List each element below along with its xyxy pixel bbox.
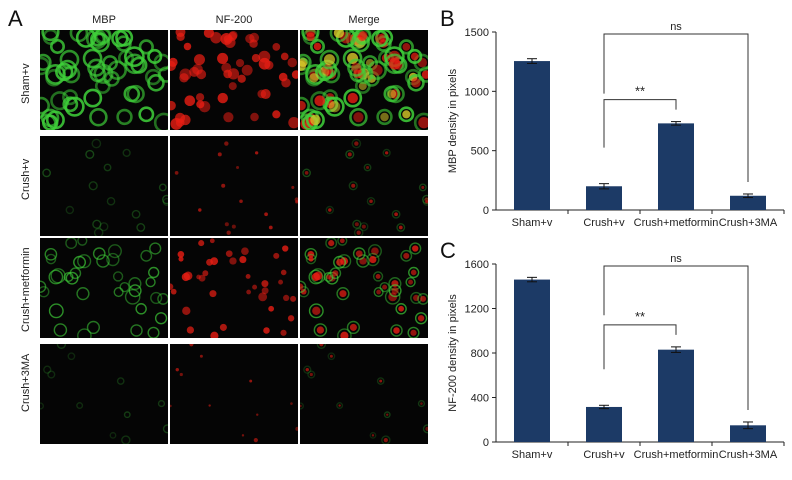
nf200-chart-bar [514, 279, 550, 442]
nf200-chart-bar [586, 406, 622, 442]
panel-b-letter: B [440, 6, 455, 31]
nf200-chart-significance-label: ns [670, 253, 682, 265]
micrograph-crush-3ma-merge [300, 344, 428, 444]
column-header-nf200: NF-200 [215, 14, 253, 26]
mbp-chart-y-tick-label: 1000 [465, 86, 489, 98]
mbp-chart-x-tick-label: Crush+3MA [719, 217, 778, 229]
mbp-chart-x-tick-label: Sham+v [512, 217, 553, 229]
row-label-crush-3ma: Crush+3MA [20, 353, 32, 412]
row-label-sham: Sham+v [20, 63, 32, 104]
micrograph-crush-metformin-nf [170, 238, 298, 338]
nf200-chart-x-tick-label: Crush+3MA [719, 449, 778, 461]
mbp-density-chart: 0 500 1000 1500 MBP density in pixels Sham+v C… [447, 21, 785, 229]
mbp-chart-y-tick-label: 0 [483, 205, 489, 217]
mbp-chart-y-tick-label: 1500 [465, 27, 489, 39]
micrograph-sham-mbp [40, 30, 168, 130]
micrograph-crush-metformin-mbp [40, 238, 168, 338]
micrograph-crush-3ma-nf [170, 344, 298, 444]
nf200-chart-y-tick-label: 1200 [465, 304, 489, 316]
column-header-mbp: MBP [92, 14, 116, 26]
nf200-chart-y-tick-label: 1600 [465, 259, 489, 271]
micrograph-crush-metformin-merge [300, 238, 428, 338]
nf200-chart-x-tick-label: Sham+v [512, 449, 553, 461]
micrograph-crush-3ma-mbp [40, 344, 168, 444]
nf200-chart-bar [730, 425, 766, 442]
nf200-chart-y-axis-label: NF-200 density in pixels [447, 294, 459, 412]
micrograph-sham-nf [170, 30, 298, 130]
nf200-chart-y-tick-label: 400 [471, 393, 489, 405]
mbp-chart-bar [514, 61, 550, 210]
mbp-chart-significance-bracket [603, 99, 677, 148]
mbp-chart-bar [658, 123, 694, 210]
nf200-chart-significance-bracket [603, 265, 749, 410]
micrograph-crush-v-mbp [40, 136, 168, 236]
row-label-crush-v: Crush+v [20, 158, 32, 200]
nf200-chart-y-tick-label: 0 [483, 437, 489, 449]
mbp-chart-x-tick-label: Crush+metformin [634, 217, 719, 229]
nf200-chart-y-tick-label: 800 [471, 348, 489, 360]
mbp-chart-significance-bracket [603, 33, 749, 182]
mbp-chart-y-tick-label: 500 [471, 146, 489, 158]
nf200-density-chart: 0 400 800 1200 1600 NF-200 density in pixels S… [447, 253, 785, 461]
row-label-crush-metformin: Crush+metformin [20, 247, 32, 332]
nf200-chart-significance-label: ** [635, 309, 645, 324]
mbp-chart-y-axis-label: MBP density in pixels [447, 68, 459, 173]
panel-a-letter: A [8, 6, 23, 31]
micrograph-crush-v-merge [300, 136, 428, 236]
panel-c-letter: C [440, 238, 456, 263]
mbp-chart-significance-label: ns [670, 21, 682, 33]
micrograph-crush-v-nf [170, 136, 298, 236]
nf200-chart-bar [658, 349, 694, 442]
nf200-chart-significance-bracket [603, 324, 677, 370]
micrograph-sham-merge [300, 30, 428, 130]
mbp-chart-significance-label: ** [635, 84, 645, 99]
nf200-chart-x-tick-label: Crush+metformin [634, 449, 719, 461]
mbp-chart-bar [730, 195, 766, 210]
column-header-merge: Merge [348, 14, 380, 26]
mbp-chart-bar [586, 186, 622, 210]
mbp-chart-x-tick-label: Crush+v [583, 217, 625, 229]
nf200-chart-x-tick-label: Crush+v [583, 449, 625, 461]
